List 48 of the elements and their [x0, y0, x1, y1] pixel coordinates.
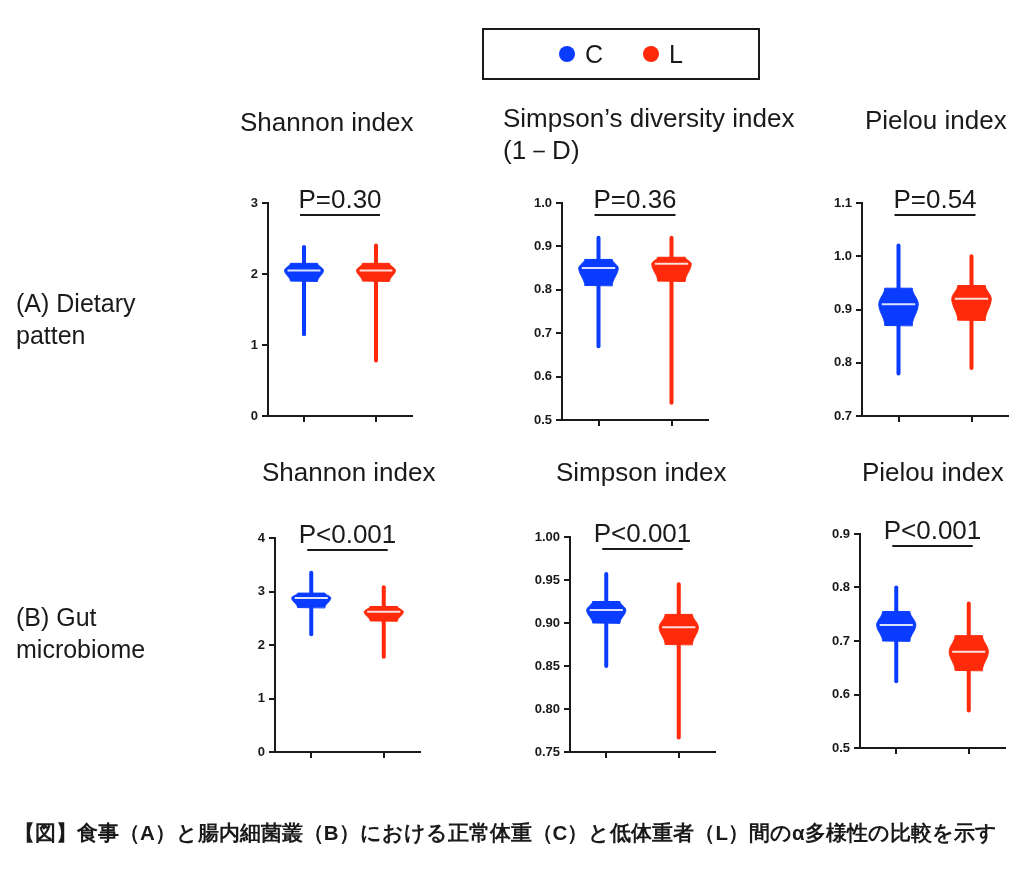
chart-title: Pielou index: [862, 457, 1004, 487]
y-tick-label: 0.75: [534, 743, 560, 759]
y-tick-label: 1: [250, 336, 258, 352]
y-tick-label: 0.90: [534, 614, 560, 630]
chart-title: Shannon index: [240, 107, 414, 137]
annotation: P<0.001: [883, 515, 982, 545]
y-tick-label: 0.5: [533, 411, 552, 427]
y-tick-label: 0.7: [831, 632, 850, 648]
y-tick-label: 0.9: [533, 237, 552, 253]
text: (A) Dietary patten: [16, 288, 137, 351]
y-tick-label: 3: [257, 583, 265, 599]
y-tick-label: 0.8: [533, 281, 552, 297]
y-tick-label: 0: [257, 743, 265, 759]
annotation: P<0.001: [593, 518, 692, 548]
legend-label: L: [669, 39, 683, 69]
y-tick-label: 0.6: [831, 686, 850, 702]
y-tick-label: 0.95: [534, 571, 560, 587]
y-tick-label: 1.0: [533, 194, 552, 210]
annotation: P=0.30: [298, 184, 382, 214]
annotation: P=0.36: [593, 184, 677, 214]
y-tick-label: 0.9: [833, 301, 852, 317]
chart-title: Shannon index: [262, 457, 436, 487]
text: 【図】食事（A）と腸内細菌叢（B）における正常体重（C）と低体重者（L）間のα多様性の比較を示す: [14, 820, 997, 846]
chart-title: Simpson index: [556, 457, 727, 487]
y-tick-label: 4: [257, 529, 266, 545]
y-tick-label: 0.6: [533, 368, 552, 384]
chart-title: Pielou index: [865, 105, 1007, 135]
y-tick-label: 0.7: [833, 407, 852, 423]
y-tick-label: 0.5: [831, 739, 850, 755]
y-tick-label: 0: [250, 407, 258, 423]
annotation: P=0.54: [893, 184, 977, 214]
y-tick-label: 0.85: [534, 657, 560, 673]
y-tick-label: 0.7: [533, 324, 552, 340]
y-tick-label: 2: [257, 636, 265, 652]
annotation: P<0.001: [298, 519, 397, 549]
legend-label: C: [585, 39, 604, 69]
y-tick-label: 3: [250, 194, 258, 210]
y-tick-label: 0.8: [831, 579, 850, 595]
y-tick-label: 0.8: [833, 354, 852, 370]
y-tick-label: 1.0: [833, 247, 852, 263]
y-tick-label: 0.9: [831, 525, 850, 541]
y-tick-label: 1.00: [534, 528, 560, 544]
chart-title: Simpson’s diversity index (1－D): [503, 103, 795, 165]
text: (B) Gut microbiome: [16, 602, 147, 665]
y-tick-label: 1: [257, 690, 265, 706]
y-tick-label: 0.80: [534, 700, 560, 716]
y-tick-label: 1.1: [833, 194, 852, 210]
y-tick-label: 2: [250, 265, 258, 281]
